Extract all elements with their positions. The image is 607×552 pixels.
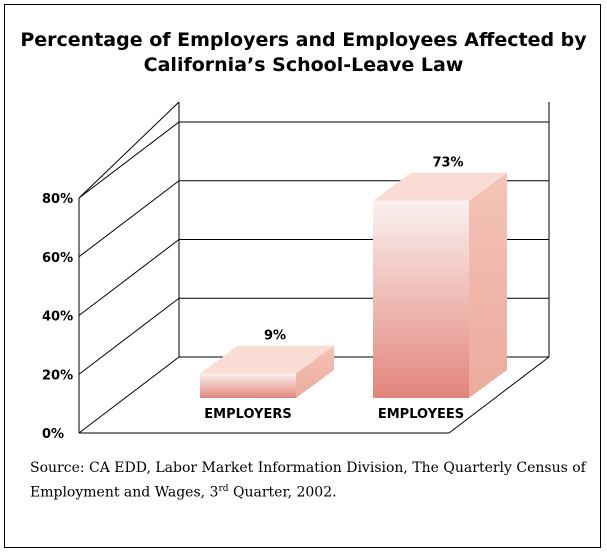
category-labels: EMPLOYERS EMPLOYEES — [204, 407, 464, 422]
bar-side-face — [469, 172, 507, 398]
source-superscript: rd — [218, 484, 229, 494]
chart-bars: 9% 73% — [200, 156, 507, 398]
chart-frame — [4, 4, 601, 548]
category-label: EMPLOYERS — [204, 407, 291, 422]
bar-value-label: 9% — [264, 329, 286, 344]
y-tick-label: 60% — [42, 251, 73, 266]
bar-employees: 73% — [373, 156, 507, 398]
bar-top-face — [373, 172, 507, 201]
category-label: EMPLOYEES — [378, 407, 464, 422]
source-note: Source: CA EDD, Labor Market Information… — [30, 458, 590, 504]
floor-right-edge — [448, 356, 550, 434]
y-tick-label: 20% — [42, 368, 73, 383]
left-wall-top-edge — [78, 101, 180, 199]
y-tick-label: 0% — [42, 427, 64, 442]
bar-top-face — [200, 345, 334, 374]
chart-title-line-2: California’s School-Leave Law — [143, 54, 464, 76]
floor-left-edge — [78, 356, 180, 434]
gridline-left-80 — [78, 121, 180, 199]
y-tick-label: 80% — [42, 192, 73, 207]
bar-front-face — [200, 373, 296, 398]
gridline-left-40 — [78, 239, 180, 316]
source-suffix: Quarter, 2002. — [228, 484, 337, 501]
chart-grid — [78, 101, 550, 434]
y-axis-ticks: 0% 20% 40% 60% 80% — [42, 192, 73, 442]
bar-front-face — [373, 200, 469, 398]
source-text: Source: CA EDD, Labor Market Information… — [30, 460, 586, 501]
bar-employers: 9% — [200, 329, 334, 398]
bar-side-face — [296, 345, 334, 398]
chart-title-line-1: Percentage of Employers and Employees Af… — [20, 29, 587, 51]
chart-title: Percentage of Employers and Employees Af… — [0, 28, 607, 78]
gridline-left-60 — [78, 180, 180, 258]
bar-value-label: 73% — [432, 156, 463, 171]
gridline-left-20 — [78, 297, 180, 375]
y-tick-label: 40% — [42, 310, 73, 325]
